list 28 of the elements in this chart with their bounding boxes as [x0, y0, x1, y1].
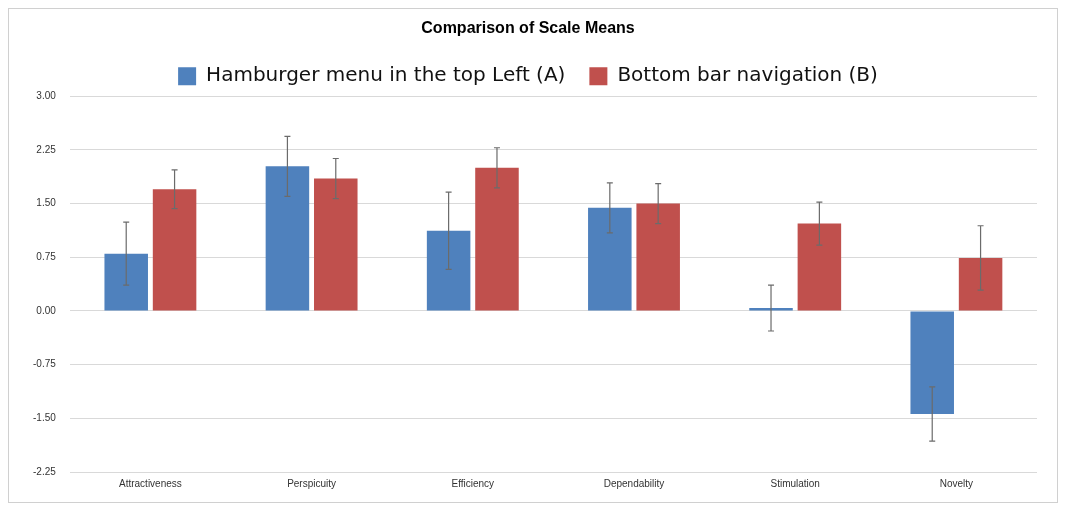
x-tick-label: Dependability	[603, 477, 665, 489]
bar	[265, 166, 310, 311]
y-tick-label: 2.25	[36, 143, 57, 155]
chart-title: Comparison of Scale Means	[421, 19, 635, 37]
legend-label: Hamburger menu in the top Left (A)	[206, 62, 566, 87]
y-tick-label: 0.75	[36, 251, 57, 263]
y-tick-label: -2.25	[33, 465, 57, 477]
bar	[958, 257, 1003, 311]
x-tick-label: Efficiency	[451, 477, 495, 489]
bar	[588, 207, 632, 311]
bar	[152, 189, 197, 311]
y-tick-label: -0.75	[33, 358, 57, 370]
bar	[636, 203, 680, 311]
y-tick-label: 0.00	[36, 304, 57, 316]
bar	[475, 167, 519, 311]
y-tick-label: -1.50	[33, 412, 57, 424]
x-tick-label: Attractiveness	[118, 477, 182, 489]
x-tick-label: Perspicuity	[287, 477, 337, 489]
y-tick-label: 3.00	[36, 89, 57, 101]
legend-label: Bottom bar navigation (B)	[617, 62, 878, 87]
bar	[797, 223, 842, 311]
x-tick-label: Novelty	[939, 477, 974, 489]
bar	[314, 178, 358, 311]
bar	[104, 253, 148, 311]
y-tick-label: 1.50	[36, 197, 57, 209]
bar	[910, 311, 954, 415]
bar	[426, 230, 471, 311]
x-tick-label: Stimulation	[770, 477, 820, 489]
